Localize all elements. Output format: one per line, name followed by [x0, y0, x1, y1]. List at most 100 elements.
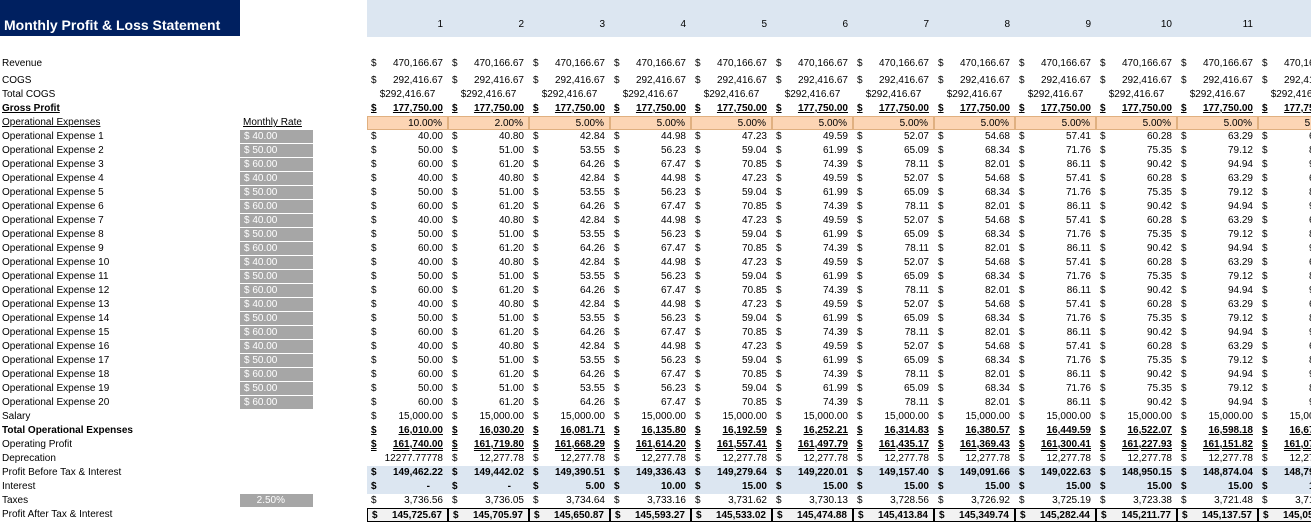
currency-symbol: $ — [1100, 257, 1106, 268]
currency-symbol: $ — [614, 481, 620, 492]
column-header: 2 — [518, 19, 524, 30]
cell-value: 64.26 — [579, 159, 605, 170]
table-cell: 5.00% — [772, 116, 853, 130]
currency-symbol: $ — [1019, 215, 1025, 226]
currency-symbol: $ — [452, 453, 458, 464]
table-cell: $42.84 — [529, 130, 610, 144]
table-cell: $12,277.78 — [1015, 452, 1096, 466]
currency-symbol: $ — [371, 355, 377, 366]
table-cell: $82.01 — [934, 284, 1015, 298]
cell-value: 161,557.41 — [716, 439, 767, 450]
cell-value: 79.12 — [1227, 229, 1253, 240]
cell-value: 42.84 — [579, 341, 605, 352]
currency-symbol: $ — [533, 131, 539, 142]
cell-value: 12,277.78 — [803, 453, 849, 464]
currency-symbol: $ — [938, 313, 944, 324]
cell-value: 2.00% — [494, 118, 523, 129]
currency-symbol: $ — [776, 58, 782, 69]
cell-value: 75.35 — [1146, 229, 1172, 240]
currency-symbol: $ — [695, 159, 701, 170]
cell-value: 61.20 — [498, 201, 524, 212]
cell-value: 16,030.20 — [479, 425, 525, 436]
cell-value: 63.29 — [1227, 173, 1253, 184]
cell-value: 470,166.67 — [635, 58, 686, 69]
cell-value: 15.00 — [1065, 481, 1091, 492]
currency-symbol: $ — [371, 187, 377, 198]
table-cell: $470,166.67 — [1177, 57, 1258, 71]
currency-symbol: $ — [857, 103, 863, 114]
cell-value: 470,166.67 — [473, 58, 524, 69]
cell-value: 292,416.67 — [1283, 75, 1311, 86]
currency-symbol: $ — [614, 355, 620, 366]
table-cell: $161,227.93 — [1096, 438, 1177, 452]
currency-symbol: $ — [1019, 425, 1025, 436]
cell-value: 16,678.09 — [1289, 425, 1311, 436]
currency-symbol: $ — [776, 411, 782, 422]
currency-symbol: $ — [1181, 397, 1187, 408]
cell-value: 161,227.93 — [1121, 439, 1172, 450]
currency-symbol: $ — [938, 201, 944, 212]
currency-symbol: $ — [614, 58, 620, 69]
sheet-title: Monthly Profit & Loss Statement — [0, 0, 240, 36]
cell-value: 3,731.62 — [728, 495, 767, 506]
cell-value: 40.00 — [417, 341, 443, 352]
table-cell: $12,277.78 — [610, 452, 691, 466]
currency-symbol: $ — [614, 411, 620, 422]
currency-symbol: $ — [371, 131, 377, 142]
cell-value: 42.84 — [579, 257, 605, 268]
cell-value: 161,668.29 — [554, 439, 605, 450]
currency-symbol: $ — [695, 285, 701, 296]
cell-value: 5.00% — [575, 118, 604, 129]
cell-value: 83.07 — [1309, 228, 1311, 242]
cell-value: 145,533.02 — [715, 510, 766, 521]
currency-symbol: $ — [1100, 229, 1106, 240]
cell-value: 16,522.07 — [1127, 425, 1173, 436]
row-label: Operational Expense 14 — [2, 313, 110, 324]
currency-symbol: $ — [372, 510, 378, 521]
table-cell: $47.23 — [691, 172, 772, 186]
table-cell: $3,725.19 — [1015, 494, 1096, 508]
row-label: Revenue — [2, 58, 43, 69]
row-label: Operational Expense 1 — [2, 131, 104, 142]
cell-value: 3,728.56 — [890, 495, 929, 506]
cell-value: 292,416.67 — [392, 75, 443, 86]
table-cell: 12277.77778 — [367, 452, 448, 466]
currency-symbol: $ — [938, 159, 944, 170]
table-cell: $86.11 — [1015, 158, 1096, 172]
currency-symbol: $ — [1100, 439, 1106, 450]
currency-symbol: $ — [533, 103, 539, 114]
table-cell: $3,719.85 — [1258, 494, 1311, 508]
currency-symbol: $ — [452, 243, 458, 254]
table-cell: $149,336.43 — [610, 466, 691, 480]
cell-value: 15.00 — [741, 481, 767, 492]
currency-symbol: $ — [695, 453, 701, 464]
currency-symbol: $ — [371, 229, 377, 240]
table-cell: $53.55 — [529, 312, 610, 326]
table-cell: $63.29 — [1177, 340, 1258, 354]
cell-value: 177,750.00 — [1121, 103, 1172, 114]
table-cell: $15,000.00 — [1096, 410, 1177, 424]
table-cell: $70.85 — [691, 158, 772, 172]
cell-value: 12,277.78 — [479, 453, 525, 464]
row-label: Operational Expense 18 — [2, 369, 110, 380]
cell-value: 177,750.00 — [392, 103, 443, 114]
table-cell: $60.28 — [1096, 298, 1177, 312]
cell-value: 145,137.57 — [1201, 510, 1252, 521]
table-cell: $15,000.00 — [853, 410, 934, 424]
cell-value: 40.80 — [498, 131, 524, 142]
table-cell: $63.29 — [1177, 172, 1258, 186]
table-cell: $10.00 — [610, 480, 691, 494]
table-cell: $149,462.22 — [367, 466, 448, 480]
table-cell: $61.20 — [448, 242, 529, 256]
table-cell: $177,750.00 — [1096, 102, 1177, 116]
table-cell: $15,000.00 — [934, 410, 1015, 424]
cell-value: 44.98 — [660, 215, 686, 226]
table-cell: $70.85 — [691, 242, 772, 256]
cell-value: 59.04 — [741, 271, 767, 282]
table-cell: $90.42 — [1096, 242, 1177, 256]
cell-value: 57.41 — [1065, 341, 1091, 352]
cell-value: 94.94 — [1227, 201, 1253, 212]
table-cell: $86.11 — [1015, 284, 1096, 298]
cell-value: 177,750.00 — [1283, 103, 1311, 114]
cell-value: 470,166.67 — [1202, 58, 1253, 69]
